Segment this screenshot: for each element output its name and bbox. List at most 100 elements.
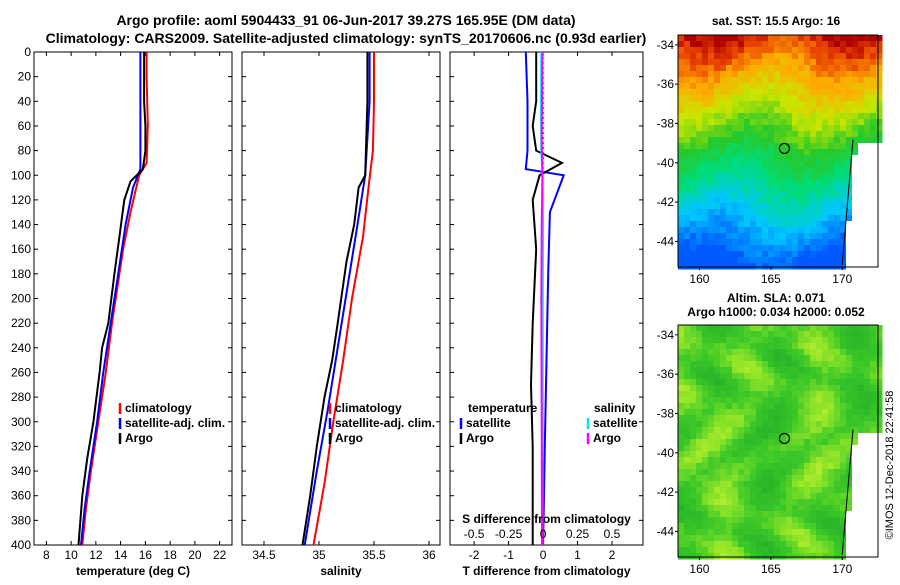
map-cell — [828, 385, 835, 392]
map-cell — [840, 59, 847, 66]
map-cell — [768, 505, 775, 512]
map-frame — [677, 34, 879, 268]
map-cell — [744, 125, 751, 132]
map-cell — [696, 493, 703, 500]
map-cell — [684, 245, 691, 252]
map-cell — [792, 125, 799, 132]
map-cell — [786, 137, 793, 144]
map-cell — [726, 355, 733, 362]
map-cell — [738, 257, 745, 264]
map-cell — [702, 409, 709, 416]
map-cell — [684, 373, 691, 380]
map-cell — [732, 257, 739, 264]
map-cell — [678, 71, 685, 78]
map-cell — [744, 35, 751, 42]
map-cell — [678, 131, 685, 138]
map-cell — [756, 83, 763, 90]
map-cell — [834, 367, 841, 374]
map-cell — [810, 397, 817, 404]
map-cell — [768, 421, 775, 428]
map-cell — [876, 149, 883, 156]
map-cell — [726, 131, 733, 138]
map-cell — [732, 119, 739, 126]
map-x-tick-label: 170 — [832, 562, 852, 576]
map-cell — [852, 325, 859, 332]
map-cell — [708, 131, 715, 138]
map-cell — [738, 125, 745, 132]
map-cell — [828, 487, 835, 494]
sla-map-title-1: Altim. SLA: 0.071 — [727, 291, 825, 305]
map-cell — [738, 391, 745, 398]
map-cell — [864, 203, 871, 210]
map-cell — [780, 367, 787, 374]
map-cell — [762, 487, 769, 494]
map-cell — [798, 337, 805, 344]
map-cell — [744, 421, 751, 428]
map-cell — [756, 119, 763, 126]
map-cell — [708, 155, 715, 162]
map-cell — [780, 541, 787, 548]
map-cell — [828, 35, 835, 42]
map-cell — [828, 517, 835, 524]
map-cell — [816, 541, 823, 548]
map-cell — [834, 505, 841, 512]
map-cell — [768, 197, 775, 204]
map-cell — [840, 385, 847, 392]
map-cell — [738, 59, 745, 66]
map-cell — [828, 541, 835, 548]
map-cell — [750, 239, 757, 246]
map-cell — [798, 35, 805, 42]
map-cell — [798, 131, 805, 138]
map-cell — [780, 167, 787, 174]
map-cell — [714, 143, 721, 150]
map-cell — [816, 547, 823, 554]
map-cell — [750, 65, 757, 72]
map-cell — [732, 47, 739, 54]
map-cell — [876, 227, 883, 234]
map-cell — [720, 541, 727, 548]
map-cell — [744, 343, 751, 350]
map-cell — [828, 337, 835, 344]
map-cell — [774, 493, 781, 500]
map-cell — [792, 215, 799, 222]
map-cell — [780, 221, 787, 228]
map-cell — [750, 457, 757, 464]
map-cell — [756, 173, 763, 180]
map-cell — [690, 463, 697, 470]
map-cell — [732, 415, 739, 422]
series-t-argo — [529, 52, 565, 545]
map-cell — [876, 439, 883, 446]
map-cell — [744, 451, 751, 458]
map-cell — [756, 89, 763, 96]
map-cell — [822, 233, 829, 240]
map-cell — [798, 445, 805, 452]
map-cell — [864, 89, 871, 96]
map-cell — [816, 403, 823, 410]
map-cell — [864, 149, 871, 156]
map-cell — [738, 239, 745, 246]
map-cell — [876, 137, 883, 144]
map-cell — [708, 119, 715, 126]
map-cell — [840, 227, 847, 234]
map-cell — [858, 107, 865, 114]
map-cell — [690, 173, 697, 180]
map-cell — [768, 77, 775, 84]
map-cell — [738, 95, 745, 102]
map-cell — [780, 179, 787, 186]
map-cell — [876, 203, 883, 210]
map-cell — [714, 251, 721, 258]
map-cell — [828, 53, 835, 60]
legend-t-argo: Argo — [466, 431, 494, 445]
map-cell — [786, 535, 793, 542]
panel-salinity: 34.5 35 35.5 36salinityclimatologysatellite… — [241, 51, 441, 578]
map-cell — [702, 361, 709, 368]
map-cell — [852, 41, 859, 48]
map-cell — [816, 349, 823, 356]
map-cell — [714, 125, 721, 132]
map-cell — [852, 53, 859, 60]
map-cell — [804, 535, 811, 542]
map-cell — [762, 415, 769, 422]
map-cell — [762, 517, 769, 524]
map-cell — [870, 325, 877, 332]
map-cell — [768, 361, 775, 368]
